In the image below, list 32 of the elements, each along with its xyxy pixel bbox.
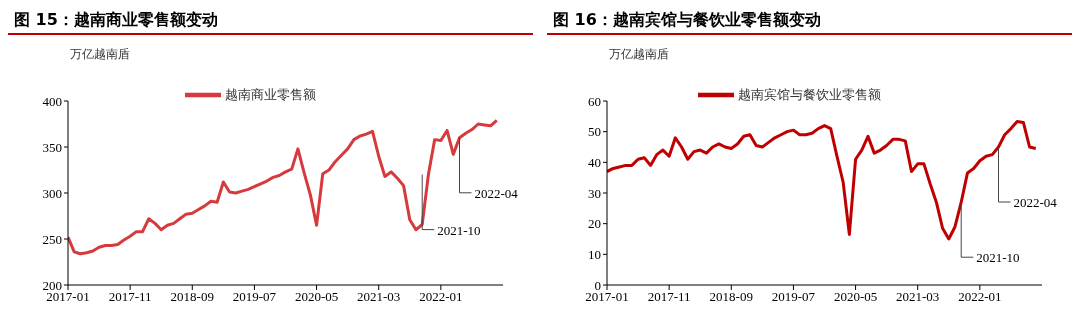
y-tick-label: 20 bbox=[588, 216, 601, 232]
y-axis-title: 万亿越南盾 bbox=[609, 46, 669, 63]
y-tick-label: 300 bbox=[42, 185, 62, 201]
chart-title: 图 16：越南宾馆与餐饮业零售额变动 bbox=[547, 8, 1072, 35]
x-tick-label: 2018-09 bbox=[170, 289, 214, 305]
y-tick-label: 40 bbox=[588, 154, 601, 170]
y-tick-label: 350 bbox=[42, 139, 62, 155]
x-tick-label: 2017-11 bbox=[108, 289, 152, 305]
legend-label: 越南商业零售额 bbox=[225, 86, 316, 102]
legend-label: 越南宾馆与餐饮业零售额 bbox=[738, 86, 881, 102]
x-tick-label: 2018-09 bbox=[709, 289, 753, 305]
annotation: 2021-10 bbox=[437, 222, 481, 238]
annotation: 2022-04 bbox=[474, 185, 519, 201]
y-tick-label: 400 bbox=[42, 93, 62, 109]
x-tick-label: 2017-11 bbox=[647, 289, 691, 305]
y-tick-label: 60 bbox=[588, 93, 601, 109]
y-tick-label: 10 bbox=[588, 246, 601, 262]
chart-title: 图 15：越南商业零售额变动 bbox=[8, 8, 533, 35]
y-tick-label: 50 bbox=[588, 124, 601, 140]
annotation: 2022-04 bbox=[1013, 195, 1058, 210]
x-tick-label: 2022-01 bbox=[958, 289, 1002, 305]
x-tick-label: 2022-01 bbox=[419, 289, 463, 305]
y-axis-title: 万亿越南盾 bbox=[70, 46, 130, 63]
x-tick-label: 2020-05 bbox=[294, 289, 339, 305]
x-tick-label: 2020-05 bbox=[833, 289, 878, 305]
annotation: 2021-10 bbox=[976, 250, 1020, 266]
x-tick-label: 2021-03 bbox=[896, 289, 940, 305]
x-tick-label: 2019-07 bbox=[771, 289, 816, 305]
y-tick-label: 30 bbox=[588, 185, 601, 201]
x-tick-label: 2019-07 bbox=[232, 289, 277, 305]
x-tick-label: 2021-03 bbox=[357, 289, 401, 305]
y-tick-label: 250 bbox=[42, 231, 62, 247]
